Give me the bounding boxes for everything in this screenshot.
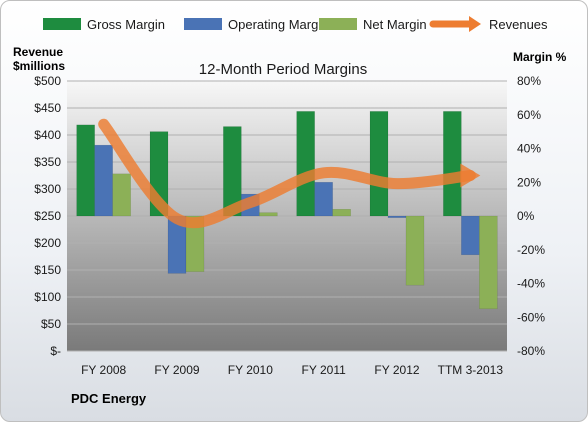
left-tick-label: $300: [34, 182, 61, 196]
legend-label-operating-margin: Operating Margin: [228, 17, 328, 32]
left-axis-title-line2: $millions: [13, 59, 65, 73]
left-tick-label: $450: [34, 101, 61, 115]
revenues-line-arrowhead: [460, 163, 481, 188]
footer-company: PDC Energy: [71, 391, 147, 406]
chart-title: 12-Month Period Margins: [199, 61, 367, 78]
bar-net-margin-fy-2011: [332, 209, 351, 217]
bar-gross-margin-ttm-3-2013: [443, 111, 462, 217]
legend-arrow-revenues: [469, 16, 481, 32]
legend-label-gross-margin: Gross Margin: [87, 17, 165, 32]
x-tick-label: FY 2012: [374, 363, 419, 377]
right-tick-label: -40%: [517, 277, 545, 291]
legend: Gross Margin Operating Margin Net Margin Re…: [43, 16, 548, 32]
left-tick-label: $-: [50, 344, 61, 358]
legend-label-net-margin: Net Margin: [363, 17, 427, 32]
right-tick-label: 80%: [517, 74, 541, 88]
bar-gross-margin-fy-2008: [76, 124, 95, 217]
bar-net-margin-fy-2010: [259, 212, 278, 217]
left-axis-title-line1: Revenue: [13, 45, 63, 59]
x-tick-label: FY 2011: [302, 363, 347, 377]
legend-swatch-gross-margin: [43, 18, 81, 30]
bar-operating-margin-ttm-3-2013: [461, 215, 480, 256]
x-tick-label: TTM 3-2013: [438, 363, 504, 377]
right-tick-label: -80%: [517, 344, 545, 358]
bar-operating-margin-fy-2008: [94, 144, 113, 217]
legend-label-revenues: Revenues: [489, 17, 548, 32]
bar-net-margin-ttm-3-2013: [479, 215, 498, 310]
right-tick-label: 0%: [517, 209, 535, 223]
x-tick-label: FY 2008: [81, 363, 126, 377]
left-tick-label: $500: [34, 74, 61, 88]
bar-net-margin-fy-2012: [405, 215, 425, 286]
left-tick-label: $350: [34, 155, 61, 169]
left-tick-label: $50: [41, 317, 61, 331]
bar-gross-margin-fy-2011: [296, 111, 315, 217]
right-tick-label: 60%: [517, 108, 541, 122]
right-tick-label: 20%: [517, 175, 541, 189]
bar-operating-margin-fy-2012: [387, 215, 407, 218]
bar-net-margin-fy-2008: [112, 173, 131, 217]
right-tick-label: -60%: [517, 310, 545, 324]
revenues-line-path: [98, 118, 476, 229]
left-tick-label: $100: [34, 290, 61, 304]
right-axis-title: Margin %: [513, 50, 567, 64]
left-tick-label: $150: [34, 263, 61, 277]
axes: $- $50 $100 $150 $200 $250 $300 $350 $400 $450 $50…: [34, 74, 545, 377]
bar-operating-margin-fy-2011: [314, 182, 333, 217]
legend-swatch-net-margin: [319, 18, 357, 30]
x-tick-label: FY 2009: [154, 363, 199, 377]
left-tick-label: $250: [34, 209, 61, 223]
left-tick-label: $400: [34, 128, 61, 142]
gridlines: [67, 80, 507, 352]
left-tick-label: $200: [34, 236, 61, 250]
right-tick-label: -20%: [517, 243, 545, 257]
legend-swatch-operating-margin: [184, 18, 222, 30]
x-tick-label: FY 2010: [228, 363, 273, 377]
bar-net-margin-fy-2009: [185, 215, 205, 272]
revenue-line: [98, 118, 481, 229]
bar-gross-margin-fy-2012: [369, 111, 389, 217]
right-tick-label: 40%: [517, 142, 541, 156]
